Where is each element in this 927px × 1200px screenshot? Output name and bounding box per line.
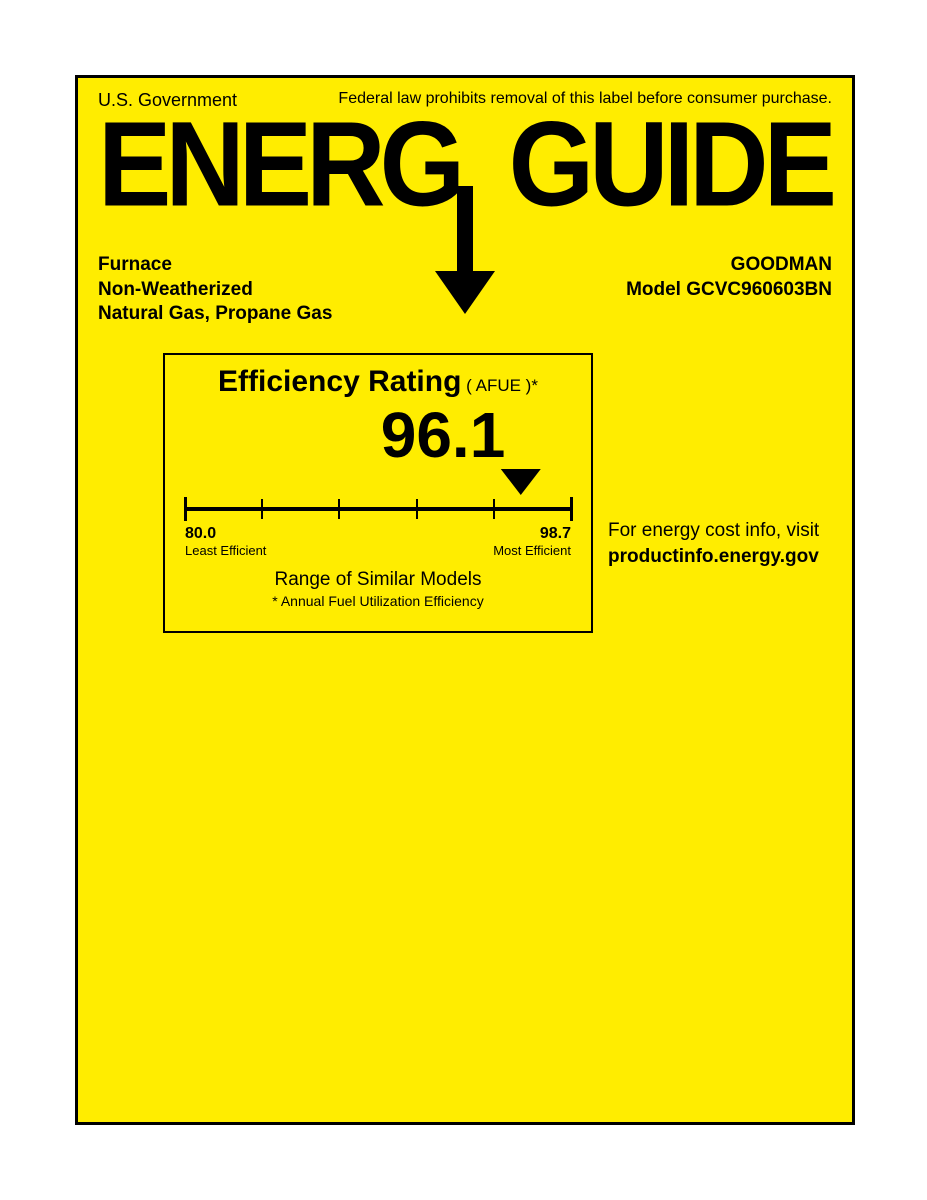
rating-scale <box>185 497 571 521</box>
rating-title: Efficiency Rating <box>218 365 461 398</box>
product-fuel: Natural Gas, Propane Gas <box>98 302 332 327</box>
cost-info: For energy cost info, visit productinfo.… <box>608 518 819 569</box>
product-model: Model GCVC960603BN <box>626 278 832 303</box>
logo-word-left: ENERG <box>98 110 459 220</box>
product-info-row: Furnace Non-Weatherized Natural Gas, Pro… <box>98 253 832 327</box>
scale-labels: 80.0 Least Efficient 98.7 Most Efficient <box>185 525 571 563</box>
energy-guide-label: U.S. Government Federal law prohibits re… <box>75 75 855 1125</box>
efficiency-rating-box: Efficiency Rating ( AFUE )* 96.1 80.0 Le… <box>163 353 593 633</box>
cost-info-url: productinfo.energy.gov <box>608 544 819 570</box>
logo-word-right: GUIDE <box>509 110 832 220</box>
product-info-right: GOODMAN Model GCVC960603BN <box>626 253 832 302</box>
scale-min: 80.0 Least Efficient <box>185 525 266 558</box>
scale-axis-line <box>185 507 571 511</box>
product-model-number: GCVC960603BN <box>686 279 832 300</box>
product-weatherized: Non-Weatherized <box>98 278 332 303</box>
scale-tick <box>261 499 263 519</box>
range-footnote: * Annual Fuel Utilization Efficiency <box>165 593 591 609</box>
rating-value: 96.1 <box>295 403 591 467</box>
product-type: Furnace <box>98 253 332 278</box>
product-info-left: Furnace Non-Weatherized Natural Gas, Pro… <box>98 253 332 327</box>
scale-min-value: 80.0 <box>185 525 216 542</box>
product-brand: GOODMAN <box>626 253 832 278</box>
scale-tick <box>570 497 573 521</box>
product-model-prefix: Model <box>626 279 686 300</box>
rating-title-row: Efficiency Rating ( AFUE )* <box>165 365 591 399</box>
scale-max-caption: Most Efficient <box>493 543 571 558</box>
scale-max-value: 98.7 <box>540 525 571 542</box>
scale-tick <box>184 497 187 521</box>
scale-tick <box>338 499 340 519</box>
range-caption: Range of Similar Models <box>165 569 591 591</box>
rating-pointer-icon <box>165 467 591 497</box>
scale-max: 98.7 Most Efficient <box>493 525 571 558</box>
scale-min-caption: Least Efficient <box>185 543 266 558</box>
scale-tick <box>416 499 418 519</box>
scale-tick <box>493 499 495 519</box>
rating-title-suffix: ( AFUE )* <box>466 376 538 395</box>
cost-info-line1: For energy cost info, visit <box>608 518 819 544</box>
